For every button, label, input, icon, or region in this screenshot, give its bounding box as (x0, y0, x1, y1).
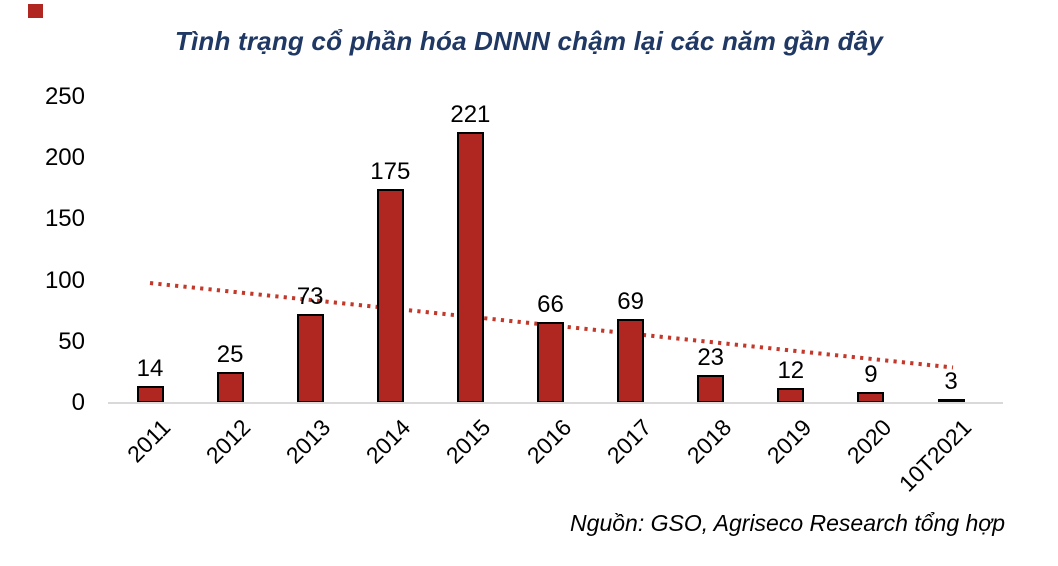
bar-value-label: 175 (370, 158, 411, 185)
y-tick-label: 150 (44, 205, 85, 233)
x-tick-label: 2019 (761, 414, 817, 469)
bar-2015 (456, 132, 484, 403)
bar-value-label: 66 (537, 291, 564, 318)
y-tick-label: 100 (44, 266, 85, 294)
x-tick-label: 2015 (441, 414, 496, 469)
x-tick-label: 2011 (122, 414, 176, 468)
y-tick-label: 0 (71, 389, 85, 416)
y-tick-label: 50 (58, 327, 85, 355)
chart-title: Tình trạng cổ phần hóa DNNN chậm lại các… (174, 26, 884, 56)
bar-value-label: 14 (136, 355, 164, 382)
bar-value-label: 221 (450, 101, 491, 128)
bar-value-label: 69 (617, 288, 644, 315)
x-tick-label: 2017 (601, 414, 656, 469)
x-tick-label: 2014 (361, 414, 416, 469)
red-square-bullet (28, 4, 43, 18)
x-tick-label: 2018 (681, 414, 737, 469)
bar-value-label: 9 (864, 361, 878, 388)
bar-value-label: 12 (777, 357, 805, 384)
bar-value-label: 23 (697, 344, 725, 371)
source-note: Nguồn: GSO, Agriseco Research tổng hợp (570, 510, 1005, 536)
x-axis-line (108, 402, 1003, 404)
y-tick-label: 250 (44, 83, 85, 110)
bar-value-label: 25 (216, 341, 244, 368)
x-tick-label: 2016 (521, 414, 576, 469)
x-tick-label: 2012 (200, 414, 256, 469)
y-tick-label: 200 (44, 144, 85, 172)
bar-2012 (216, 372, 244, 403)
bar-value-label: 73 (296, 283, 324, 310)
x-tick-label: 10T2021 (893, 414, 977, 497)
x-tick-label: 2020 (841, 414, 897, 469)
bar-2018 (697, 375, 725, 403)
x-tick-label: 2013 (281, 414, 336, 469)
bar-2017 (617, 319, 645, 403)
bar-2016 (537, 322, 564, 403)
bar-value-label: 3 (944, 368, 958, 395)
